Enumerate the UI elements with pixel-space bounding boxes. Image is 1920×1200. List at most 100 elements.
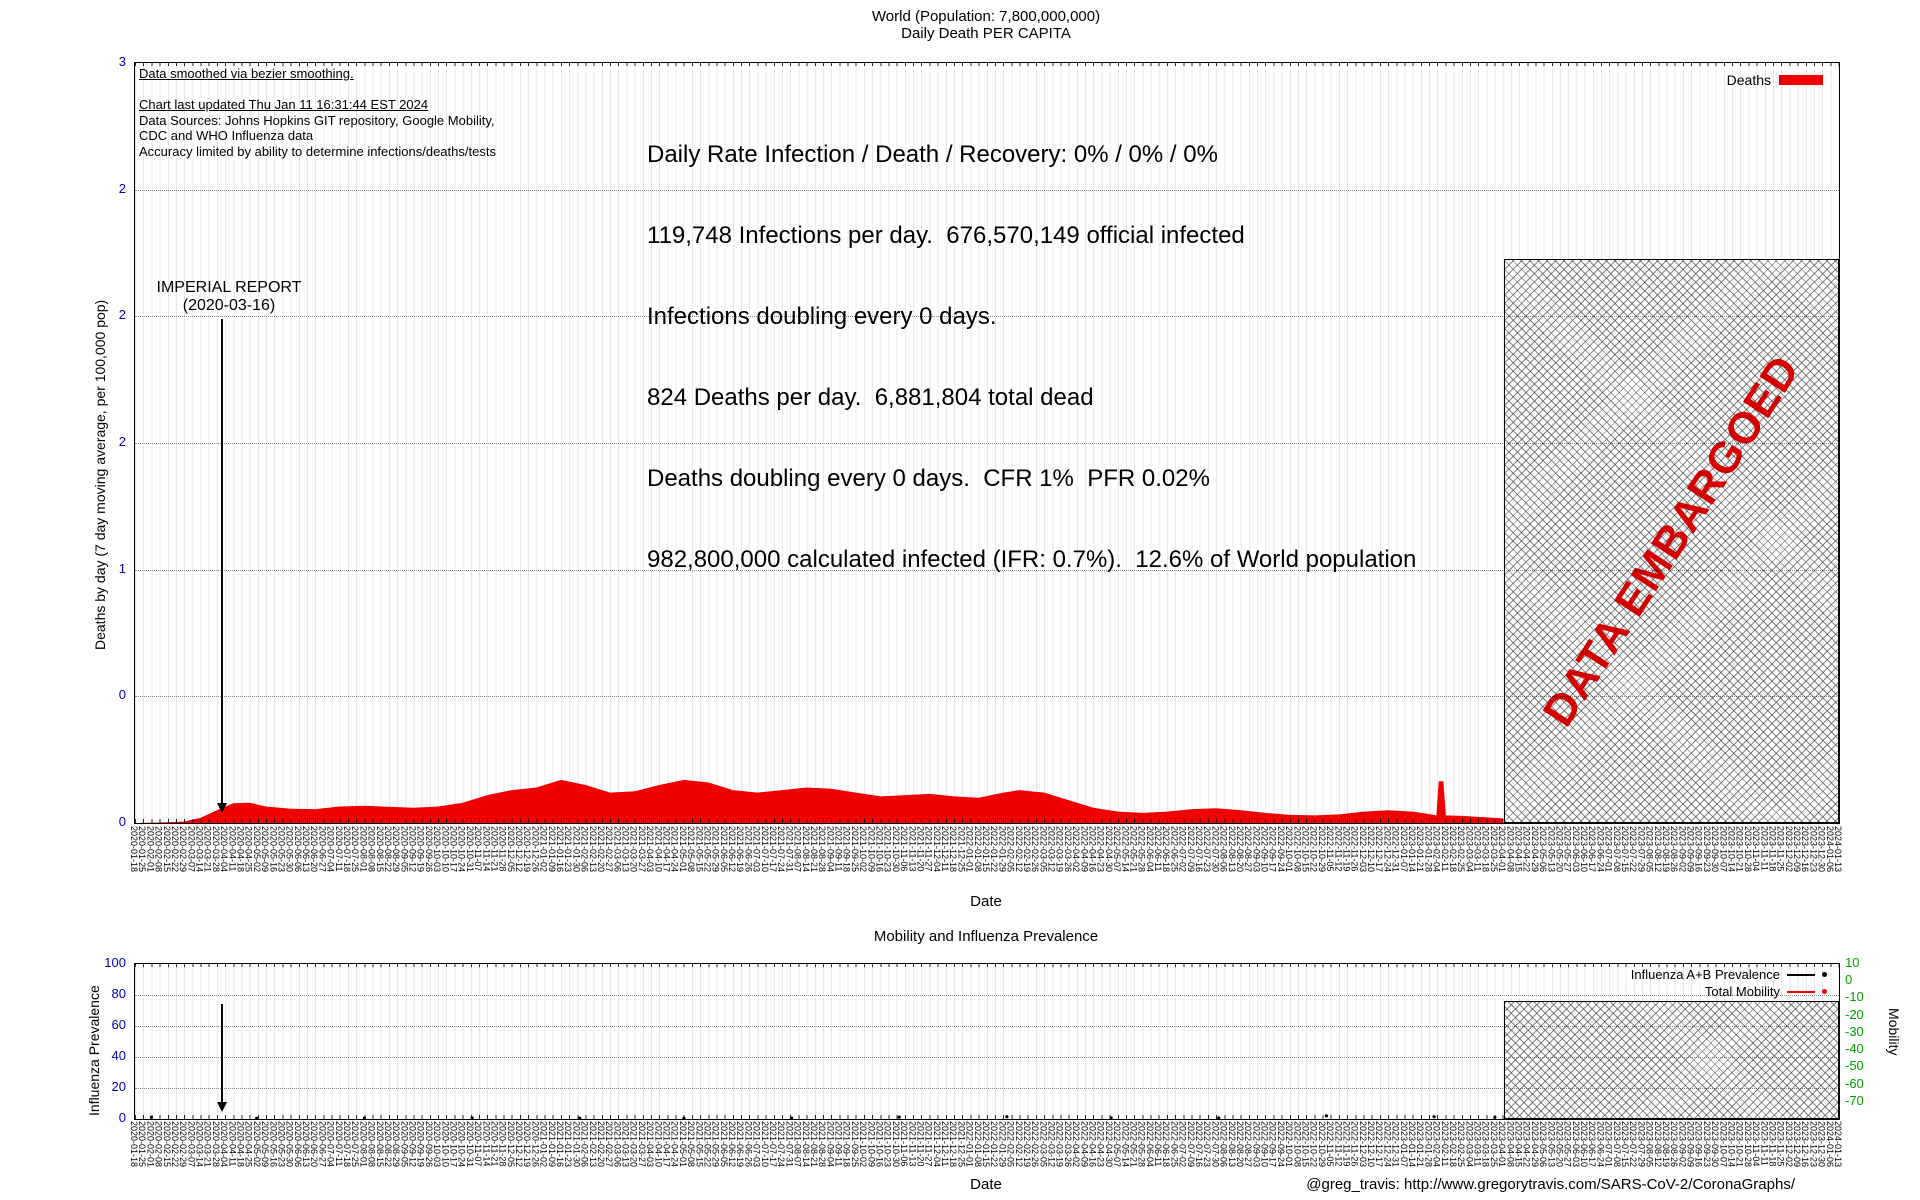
x-tick-label: 2021-02-13 [587,826,597,873]
x-tick-label: 2023-02-18 [1448,826,1457,873]
x-tick-label: 2022-04-16 [1087,1121,1097,1168]
imperial-report-arrowhead [217,803,227,813]
x-tick-label: 2020-12-19 [522,826,532,873]
x-tick-label: 2020-03-14 [194,1121,204,1168]
x-tick-label: 2022-12-31 [1390,826,1400,873]
x-tick-label: 2021-04-03 [645,1121,655,1168]
x-tick-label: 2021-05-08 [686,1121,696,1168]
x-tick-label: 2023-01-14 [1407,1121,1416,1168]
x-tick-label: 2021-05-29 [710,1121,720,1168]
x-tick-label: 2023-08-05 [1644,1121,1654,1168]
x-tick-label: 2020-11-21 [489,1121,499,1167]
x-tick-label: 2023-10-28 [1742,1121,1752,1168]
x-tick-label: 2020-11-28 [497,1121,507,1167]
x-tick-label: 2020-02-22 [170,826,179,873]
x-tick-label: 2023-12-02 [1783,1121,1793,1168]
x-tick-label: 2020-04-04 [219,1121,229,1168]
x-tick-label: 2020-04-11 [227,1121,237,1167]
gridline [135,569,1839,571]
x-tick-label: 2020-04-11 [227,826,237,872]
x-tick-label: 2020-08-15 [374,1121,384,1168]
x-tick-label: 2022-12-10 [1366,1121,1375,1168]
x-tick-label: 2020-04-18 [235,1121,245,1168]
stat-infections-doubling: Infections doubling every 0 days. [647,303,997,330]
x-tick-label: 2021-06-19 [735,1121,745,1168]
x-tick-label: 2021-03-13 [620,1121,630,1168]
deaths-legend-swatch [1779,75,1823,85]
x-tick-label: 2023-11-04 [1751,826,1761,872]
x-tick-label: 2022-11-12 [1333,1121,1343,1167]
x-tick-label: 2022-07-23 [1202,1121,1212,1168]
x-tick-label: 2021-01-30 [571,826,581,873]
x-tick-label: 2023-01-21 [1415,826,1425,873]
x-tick-label: 2021-10-09 [866,826,876,873]
x-tick-label: 2021-05-01 [677,826,687,873]
x-tick-label: 2023-07-01 [1603,1121,1613,1168]
y-tick-label: 100 [104,955,126,970]
bottom-plot-area: Influenza A+B Prevalence Total Mobility [134,963,1840,1120]
x-tick-label: 2021-06-12 [727,826,736,873]
y-tick-label: 0 [118,1110,126,1125]
x-tick-label: 2022-02-26 [1030,826,1040,873]
x-tick-label: 2020-10-31 [464,826,474,873]
main-bottom-tick-marks [135,819,1839,823]
x-tick-label: 2020-05-16 [268,826,278,873]
x-tick-label: 2020-08-29 [391,826,401,873]
x-tick-label: 2022-04-23 [1095,826,1105,873]
gridline [135,189,1839,191]
x-tick-label: 2022-10-29 [1316,826,1326,873]
gridline [135,316,1839,318]
x-tick-label: 2021-03-27 [636,826,646,873]
x-tick-label: 2021-04-24 [669,826,679,873]
y-tick-label: -50 [1845,1058,1864,1074]
gridline [135,995,1839,996]
x-tick-label: 2023-03-18 [1480,826,1490,873]
x-tick-label: 2023-06-24 [1595,1121,1605,1168]
x-tick-label: 2023-06-10 [1579,826,1588,873]
stat-deaths-doubling: Deaths doubling every 0 days. CFR 1% PFR… [647,465,1210,492]
x-tick-label: 2022-01-29 [997,1121,1007,1168]
main-x-axis-title: Date [970,893,1002,910]
x-tick-label: 2022-10-01 [1284,826,1294,873]
x-tick-label: 2023-06-03 [1570,826,1580,873]
x-tick-label: 2021-12-04 [931,1121,941,1168]
x-tick-label: 2020-08-08 [366,826,376,873]
x-tick-label: 2022-06-18 [1161,826,1171,873]
x-tick-label: 2020-09-26 [423,826,433,873]
x-tick-label: 2021-10-09 [866,1121,876,1168]
y-tick-label: 10 [1845,955,1860,970]
deaths-series-layer [135,779,1504,823]
x-tick-label: 2023-04-15 [1513,826,1523,873]
x-tick-label: 2020-06-13 [301,826,310,873]
x-tick-label: 2020-03-28 [210,1121,220,1168]
x-tick-label: 2023-12-09 [1792,826,1801,873]
x-tick-label: 2021-07-17 [768,1121,777,1168]
x-tick-label: 2023-01-14 [1407,826,1416,873]
x-tick-label: 2020-12-05 [505,826,515,873]
x-tick-label: 2020-11-21 [489,826,499,872]
x-tick-label: 2023-11-25 [1775,1121,1785,1167]
x-tick-label: 2022-06-04 [1144,1121,1154,1168]
x-tick-label: 2022-01-22 [989,1121,999,1168]
x-tick-label: 2023-12-23 [1808,1121,1818,1168]
bottom-bottom-tick-marks [135,1115,1839,1119]
x-tick-label: 2022-10-08 [1292,1121,1302,1168]
bottom-top-tick-marks [135,964,1839,967]
x-tick-label: 2020-11-07 [473,826,483,872]
y-tick-label: -10 [1845,989,1864,1005]
x-tick-label: 2023-03-04 [1464,826,1474,873]
x-tick-label: 2021-08-28 [817,826,827,873]
x-tick-label: 2022-06-25 [1169,826,1179,873]
x-tick-label: 2021-12-25 [956,826,966,873]
x-tick-label: 2020-09-05 [399,1121,409,1168]
x-tick-label: 2021-11-06 [899,1121,909,1167]
x-tick-label: 2020-08-08 [366,1121,376,1168]
x-tick-label: 2021-08-21 [809,1121,818,1168]
x-tick-label: 2020-02-15 [161,1121,171,1168]
x-tick-label: 2023-04-29 [1529,1121,1539,1168]
x-tick-label: 2022-10-08 [1292,826,1302,873]
x-tick-label: 2021-07-10 [759,826,769,873]
x-tick-label: 2023-05-27 [1562,826,1572,873]
x-tick-label: 2022-01-01 [964,826,974,873]
chart-notes: Data smoothed via bezier smoothing. Char… [139,66,496,159]
